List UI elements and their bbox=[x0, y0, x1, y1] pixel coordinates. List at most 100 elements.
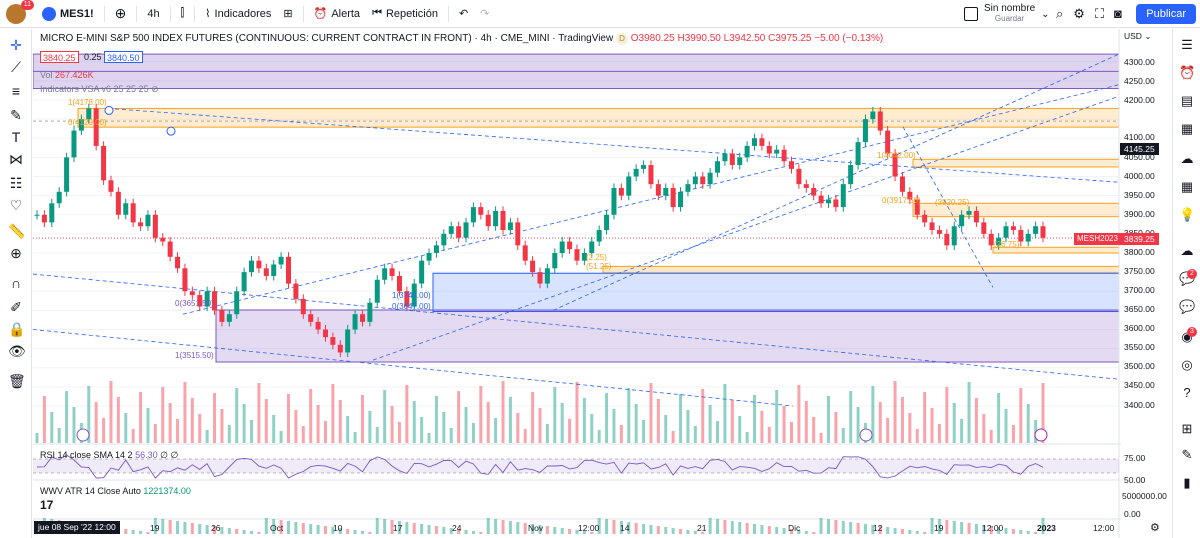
volume-bar bbox=[434, 396, 438, 443]
volume-bar bbox=[176, 419, 180, 443]
brush-icon[interactable]: ✎ bbox=[10, 107, 22, 123]
interval-button[interactable]: 4h bbox=[141, 0, 165, 28]
atr-bar bbox=[360, 531, 364, 534]
publish-button[interactable]: Publicar bbox=[1136, 4, 1196, 24]
buy-price-button[interactable]: 3840.50 bbox=[104, 51, 143, 63]
time-tick: 12 bbox=[873, 523, 883, 533]
volume-bar bbox=[834, 412, 838, 443]
atr-bar bbox=[176, 521, 180, 534]
search-icon[interactable]: ⌕ bbox=[1056, 6, 1064, 21]
volume-bar bbox=[716, 421, 720, 443]
volume-bar bbox=[627, 388, 631, 443]
atr-bar bbox=[664, 527, 668, 534]
trendline-icon[interactable]: ⟋ bbox=[11, 59, 21, 75]
hotlist-icon[interactable]: ☁ bbox=[1180, 151, 1194, 166]
bar-icon[interactable]: ▮ bbox=[1183, 475, 1191, 490]
volume-bar bbox=[937, 424, 941, 443]
magnet-icon[interactable]: ∩ bbox=[10, 275, 22, 291]
atr-bar bbox=[213, 526, 217, 534]
watchlist-icon[interactable]: ☰ bbox=[1181, 37, 1193, 52]
streams-icon[interactable]: ☁ bbox=[1180, 243, 1194, 258]
atr-bar bbox=[242, 530, 246, 534]
indicators-icon: ⌇ bbox=[205, 8, 211, 20]
ruler-icon[interactable]: 📏 bbox=[8, 223, 26, 239]
candle-body bbox=[64, 157, 70, 192]
camera-icon[interactable]: ◙ bbox=[1114, 6, 1122, 21]
trend-line bbox=[902, 126, 994, 288]
price-tick: 3900.00 bbox=[1124, 209, 1155, 219]
time-tick: 12:00 bbox=[1093, 523, 1115, 533]
heart-icon[interactable]: ♡ bbox=[9, 197, 23, 213]
forecast-icon[interactable]: ☷ bbox=[9, 175, 23, 191]
trash-icon[interactable]: 🗑 bbox=[8, 373, 26, 389]
price-chart[interactable] bbox=[33, 29, 1121, 538]
candle-body bbox=[655, 184, 661, 196]
chart-layout-icon[interactable]: ⊞ bbox=[1181, 421, 1193, 436]
atr-bar bbox=[893, 528, 897, 534]
fib-zone bbox=[912, 158, 1120, 168]
save-layout-button[interactable]: Sin nombre Guardar ⌄ bbox=[964, 4, 1050, 24]
atr-bar bbox=[131, 530, 135, 534]
volume-bar bbox=[760, 411, 764, 443]
candle-body bbox=[367, 302, 373, 322]
news-icon[interactable]: ▦ bbox=[1180, 121, 1194, 136]
indicators-label: Indicadores bbox=[214, 7, 272, 20]
gear-icon[interactable]: ⚙ bbox=[1073, 6, 1085, 21]
candle-body bbox=[796, 168, 802, 185]
pattern-icon[interactable]: ⋈ bbox=[9, 151, 23, 167]
volume-bar bbox=[442, 412, 446, 443]
pencil-icon[interactable]: ✎ bbox=[1181, 447, 1193, 462]
candle-body bbox=[293, 283, 299, 299]
redo-button[interactable]: ↷ bbox=[474, 0, 495, 28]
ideas-icon[interactable]: 💡 bbox=[1179, 207, 1196, 222]
currency-selector[interactable]: USD ⌄ bbox=[1124, 31, 1152, 41]
volume-bar bbox=[915, 429, 919, 443]
atr-bar bbox=[900, 529, 904, 534]
chart-type-button[interactable]: ⫿ bbox=[175, 0, 191, 28]
help-icon[interactable]: ? bbox=[1183, 385, 1191, 400]
candle-body bbox=[389, 268, 395, 276]
volume-bar bbox=[102, 418, 106, 443]
replay-button[interactable]: ⏮ Repetición bbox=[366, 0, 444, 28]
lock-icon[interactable]: 🔒 bbox=[8, 321, 26, 337]
candle-body bbox=[899, 176, 905, 192]
undo-button[interactable]: ↶ bbox=[453, 0, 474, 28]
eye-off-icon[interactable]: ⊘ bbox=[151, 84, 159, 94]
alert-button[interactable]: ⏰ Alerta bbox=[308, 0, 366, 28]
candle-body bbox=[352, 314, 358, 330]
gear-icon[interactable]: ⚙ bbox=[1150, 522, 1160, 534]
crosshair-icon[interactable]: ✛ bbox=[10, 37, 22, 53]
candle-body bbox=[833, 199, 839, 208]
eye-icon[interactable]: 👁 bbox=[8, 343, 26, 359]
symbol-search[interactable]: MES1! bbox=[36, 0, 100, 28]
atr-bar bbox=[878, 526, 882, 534]
fullscreen-icon[interactable]: ⛶ bbox=[1094, 6, 1105, 21]
candle-body bbox=[981, 222, 987, 234]
user-avatar[interactable]: 11 bbox=[6, 0, 34, 24]
data-window-icon[interactable]: ▤ bbox=[1180, 93, 1194, 108]
candle-body bbox=[271, 264, 277, 276]
indicators-button[interactable]: ⌇ Indicadores bbox=[199, 0, 277, 28]
volume-bar bbox=[871, 386, 875, 443]
volume-bar bbox=[116, 397, 120, 443]
calendar-icon[interactable]: ▦ bbox=[1180, 179, 1194, 194]
fib-icon[interactable]: ≡ bbox=[11, 83, 21, 99]
candle-body bbox=[618, 187, 624, 196]
messages-icon[interactable]: 💬 bbox=[1179, 299, 1196, 314]
alerts-icon[interactable]: ⏰ bbox=[1179, 65, 1196, 80]
volume-bar bbox=[235, 388, 239, 443]
atr-bar bbox=[886, 527, 890, 534]
broadcast-icon[interactable]: ◎ bbox=[1181, 357, 1193, 372]
zoom-icon[interactable]: ⊕ bbox=[10, 245, 22, 261]
layout-button[interactable]: ⊞ bbox=[277, 0, 298, 28]
notifications-icon[interactable]: ◉ bbox=[1181, 329, 1193, 344]
lock-drawing-icon[interactable]: ✐ bbox=[10, 299, 22, 315]
volume-bar bbox=[612, 409, 616, 443]
volume-bar bbox=[131, 429, 135, 443]
text-icon[interactable]: T bbox=[11, 129, 21, 145]
atr-bar bbox=[538, 525, 542, 534]
sell-price-button[interactable]: 3840.25 bbox=[40, 51, 79, 63]
delayed-data-badge: D bbox=[616, 33, 628, 45]
candle-body bbox=[789, 161, 794, 169]
add-symbol-button[interactable]: ⊕ bbox=[109, 0, 133, 28]
